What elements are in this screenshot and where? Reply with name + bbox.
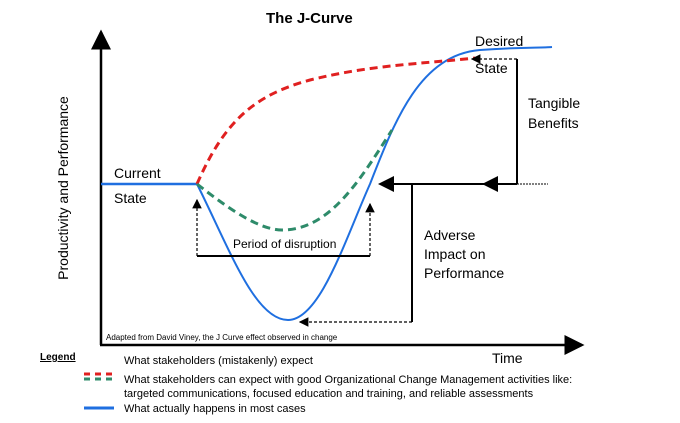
adverse-label-3: Performance <box>424 265 505 281</box>
benefits-label: Benefits <box>528 115 579 131</box>
x-axis-label: Time <box>492 350 523 366</box>
legend-item-ocm: What stakeholders can expect with good O… <box>124 374 573 386</box>
expected-curve <box>195 56 476 185</box>
chart-title: The J-Curve <box>266 10 353 27</box>
disruption-label: Period of disruption <box>233 237 337 251</box>
adverse-label-1: Adverse <box>424 227 476 243</box>
legend-item-actual: What actually happens in most cases <box>124 403 306 415</box>
current-state-label: State <box>114 190 147 206</box>
tangible-label: Tangible <box>528 95 581 111</box>
current-label: Current <box>114 165 161 181</box>
legend-item-ocm-line2: targeted communications, focused educati… <box>124 388 534 400</box>
desired-label: Desired <box>475 33 524 49</box>
source-note: Adapted from David Viney, the J Curve ef… <box>106 333 338 342</box>
legend-item-expected: What stakeholders (mistakenly) expect <box>124 355 313 367</box>
adverse-label-2: Impact on <box>424 246 486 262</box>
actual-curve <box>196 46 553 322</box>
legend-title: Legend <box>40 352 76 363</box>
desired-state-label: State <box>475 60 508 76</box>
y-axis-label: Productivity and Performance <box>55 96 71 280</box>
ocm-curve <box>196 129 394 232</box>
